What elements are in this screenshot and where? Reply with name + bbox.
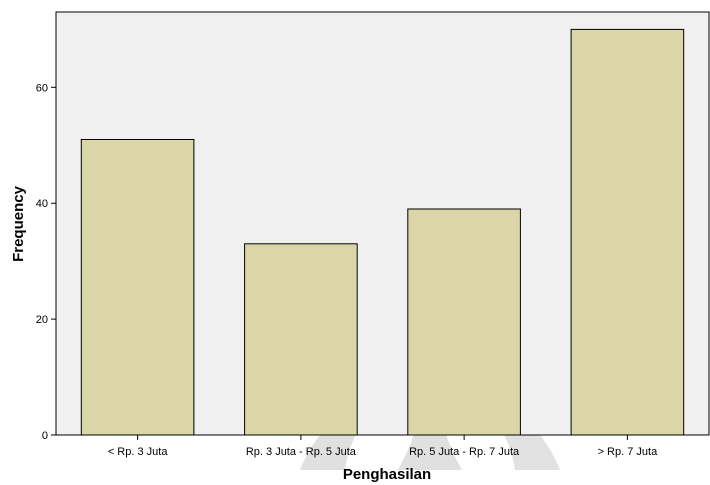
- y-tick-label: 40: [36, 198, 48, 210]
- bars: [80, 28, 685, 436]
- x-tick-label: Rp. 5 Juta - Rp. 7 Juta: [409, 446, 520, 458]
- y-tick-label: 20: [36, 314, 48, 326]
- x-axis: < Rp. 3 Juta Rp. 3 Juta - Rp. 5 Juta Rp. 5…: [108, 435, 658, 458]
- y-axis: 0 20 40 60: [36, 82, 56, 442]
- y-tick-label: 60: [36, 82, 48, 94]
- y-tick-label: 0: [42, 430, 48, 442]
- x-tick-label: > Rp. 7 Juta: [598, 446, 659, 458]
- bar-2: [244, 243, 358, 436]
- bar-1: [80, 139, 195, 436]
- x-tick-label: < Rp. 3 Juta: [108, 446, 169, 458]
- bar-4: [570, 28, 685, 436]
- bar-3: [407, 208, 521, 436]
- x-tick-label: Rp. 3 Juta - Rp. 5 Juta: [246, 446, 357, 458]
- y-axis-title: Frequency: [10, 185, 27, 262]
- x-axis-title: Penghasilan: [343, 466, 431, 483]
